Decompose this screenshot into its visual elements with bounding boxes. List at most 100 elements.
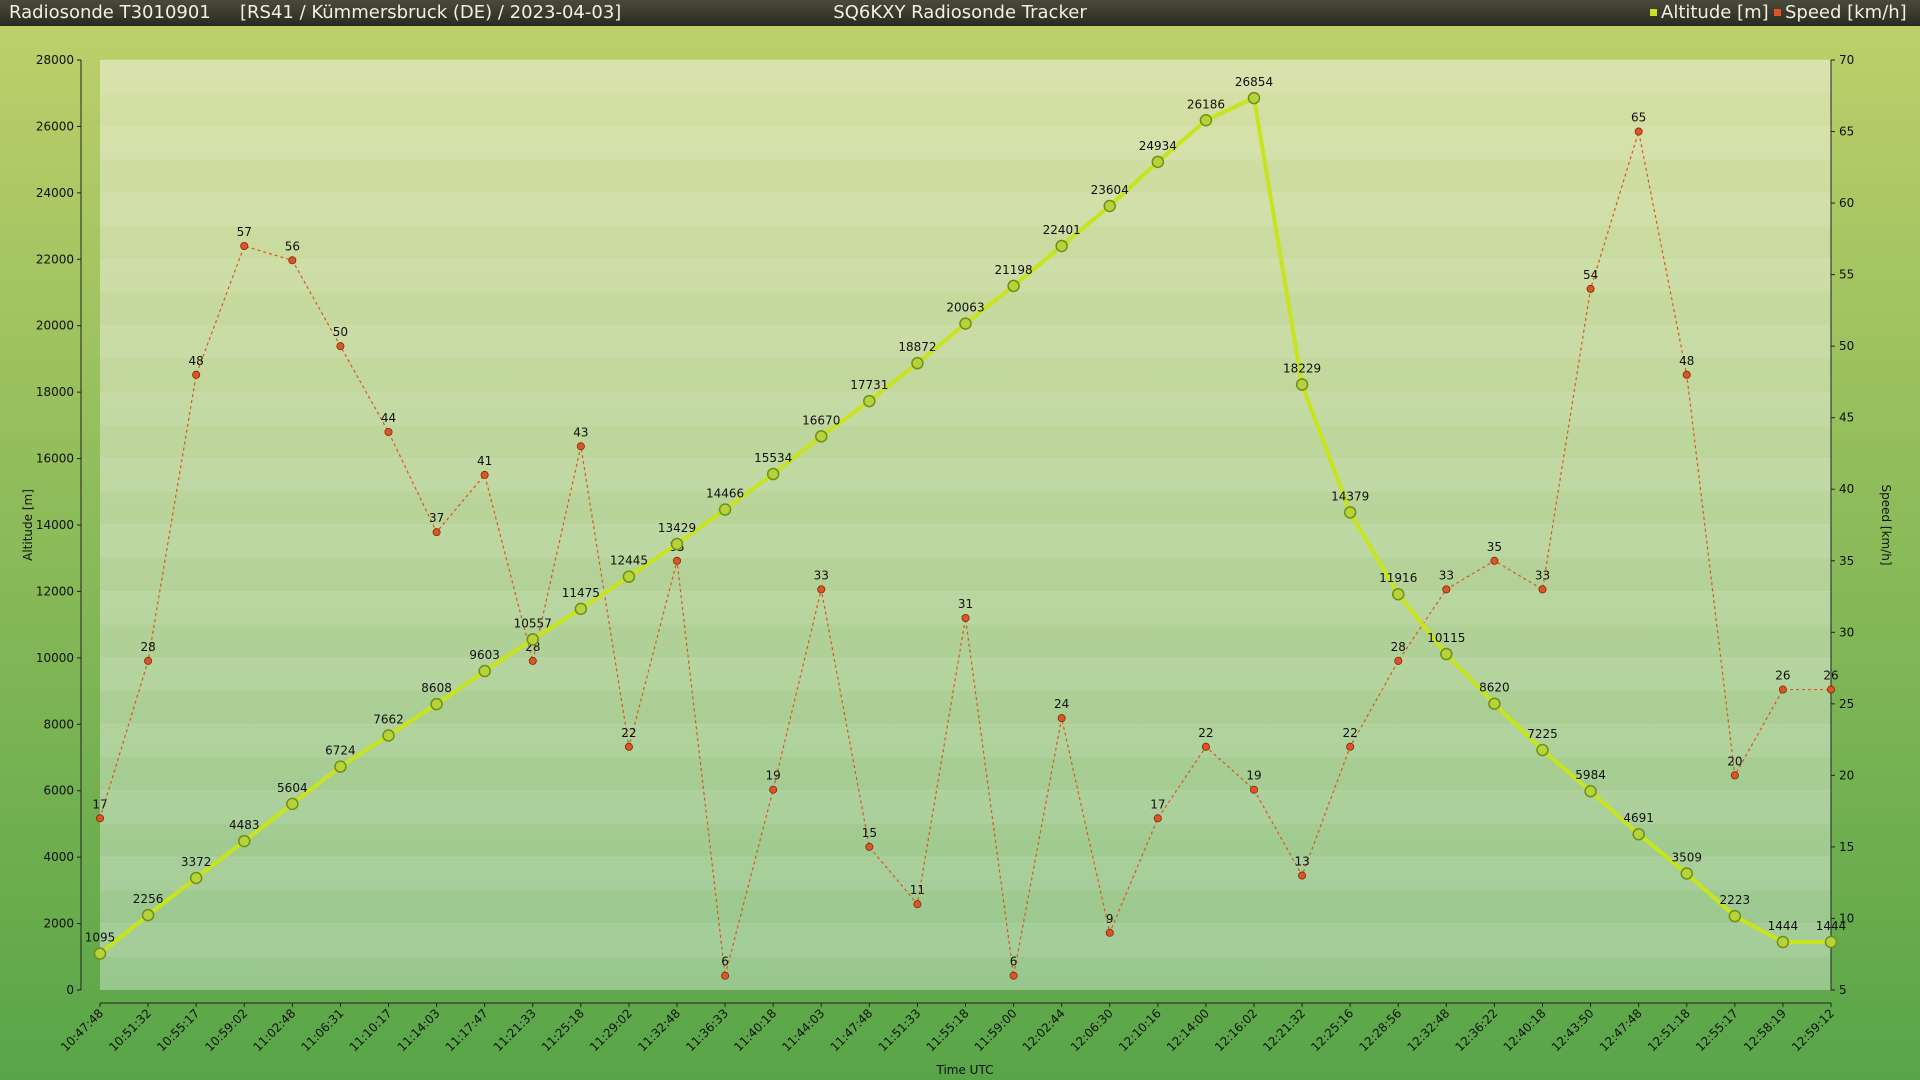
altitude-point — [718, 503, 732, 516]
sonde-id: Radiosonde T3010901 — [9, 2, 211, 23]
altitude-data-label: 11916 — [1379, 571, 1417, 585]
speed-point — [576, 442, 585, 451]
altitude-point — [526, 633, 539, 646]
speed-point — [480, 470, 489, 479]
altitude-point — [1440, 647, 1453, 661]
altitude-data-label: 12445 — [610, 554, 648, 568]
speed-data-label: 56 — [285, 239, 300, 253]
speed-point — [528, 656, 537, 665]
speed-point — [1490, 556, 1499, 565]
altitude-point — [622, 570, 636, 583]
altitude-point — [238, 834, 251, 848]
speed-data-label: 31 — [958, 597, 973, 611]
speed-point — [1538, 585, 1547, 594]
speed-data-label: 20 — [1727, 754, 1742, 768]
altitude-data-label: 4691 — [1623, 811, 1654, 825]
altitude-point — [1824, 935, 1838, 949]
altitude-point — [574, 602, 588, 616]
speed-data-label: 54 — [1583, 268, 1598, 282]
grid-band — [100, 857, 1831, 891]
altitude-series: 1095225633724483560467247662860896031055… — [85, 75, 1846, 960]
speed-data-label: 24 — [1054, 697, 1069, 711]
y-tick-label: 12000 — [36, 584, 74, 598]
altitude-data-label: 4483 — [229, 818, 260, 832]
grid-band — [100, 60, 1831, 94]
altitude-data-label: 9603 — [469, 648, 500, 662]
y-tick-label: 6000 — [43, 784, 74, 798]
y2-tick-label: 50 — [1839, 339, 1854, 353]
altitude-data-label: 17731 — [850, 378, 888, 392]
y-tick-label: 4000 — [43, 850, 74, 864]
altitude-point — [286, 797, 299, 811]
altitude-point — [1247, 91, 1261, 105]
grid-band — [100, 259, 1831, 293]
speed-data-label: 19 — [1246, 769, 1261, 783]
speed-legend-icon — [1774, 9, 1781, 16]
altitude-point — [1055, 239, 1068, 253]
y2-tick-label: 15 — [1839, 840, 1854, 854]
speed-data-label: 22 — [621, 726, 636, 740]
flight-info: [RS41 / Kümmersbruck (DE) / 2023-04-03] — [240, 2, 622, 23]
y2-axis-label: Speed [km/h] — [1879, 484, 1893, 565]
altitude-point — [1536, 743, 1549, 757]
speed-point — [1682, 370, 1691, 379]
altitude-point — [93, 947, 107, 960]
speed-data-label: 22 — [1343, 726, 1358, 740]
altitude-data-label: 5984 — [1575, 768, 1606, 782]
altitude-data-label: 3509 — [1671, 850, 1702, 864]
altitude-point — [911, 356, 924, 370]
speed-data-label: 6 — [1010, 955, 1018, 969]
altitude-data-label: 7662 — [373, 713, 404, 727]
legend-altitude-label: Altitude [m] — [1661, 2, 1769, 23]
speed-point — [1298, 871, 1307, 880]
altitude-data-label: 8620 — [1479, 681, 1510, 695]
altitude-data-label: 13429 — [658, 521, 696, 535]
y-tick-label: 2000 — [43, 917, 74, 931]
altitude-data-label: 26854 — [1235, 75, 1273, 89]
speed-data-label: 22 — [1198, 726, 1213, 740]
speed-data-label: 57 — [237, 225, 252, 239]
speed-data-label: 48 — [1679, 354, 1694, 368]
speed-data-label: 33 — [1535, 568, 1550, 582]
speed-data-label: 15 — [862, 826, 877, 840]
y-tick-label: 10000 — [36, 651, 74, 665]
speed-data-label: 6 — [721, 955, 729, 969]
speed-data-label: 44 — [381, 411, 396, 425]
altitude-point — [1632, 827, 1645, 841]
speed-data-label: 41 — [477, 454, 492, 468]
altitude-data-label: 18872 — [898, 340, 936, 354]
speed-data-label: 13 — [1294, 855, 1309, 869]
speed-data-label: 33 — [1439, 568, 1454, 582]
grid-band — [100, 525, 1831, 559]
speed-point — [1778, 685, 1787, 694]
altitude-legend-icon — [1650, 9, 1657, 16]
speed-point — [96, 814, 105, 823]
x-axis-label: Time UTC — [936, 1063, 994, 1077]
altitude-data-label: 10115 — [1427, 631, 1465, 645]
speed-data-label: 35 — [1487, 540, 1502, 554]
speed-point — [1442, 585, 1451, 594]
y2-tick-label: 65 — [1839, 125, 1854, 139]
altitude-point — [1392, 587, 1405, 601]
y2-tick-label: 60 — [1839, 196, 1854, 210]
y2-tick-label: 25 — [1839, 697, 1854, 711]
speed-point — [769, 785, 778, 794]
altitude-data-label: 24934 — [1139, 139, 1177, 153]
speed-point — [384, 427, 393, 436]
altitude-point — [1007, 279, 1020, 293]
speed-point — [1586, 284, 1595, 293]
grid-band — [100, 192, 1831, 227]
speed-point — [1250, 785, 1259, 794]
speed-data-label: 65 — [1631, 111, 1646, 125]
altitude-data-label: 16670 — [802, 413, 840, 427]
speed-point — [865, 842, 874, 851]
altitude-point — [382, 729, 395, 742]
altitude-point — [1776, 935, 1790, 949]
grid-band — [100, 126, 1831, 160]
speed-data-label: 50 — [333, 325, 348, 339]
speed-data-label: 28 — [1391, 640, 1406, 654]
y2-tick-label: 10 — [1839, 911, 1854, 925]
y-tick-label: 18000 — [36, 385, 74, 399]
altitude-data-label: 3372 — [181, 855, 212, 869]
altitude-data-label: 15534 — [754, 451, 792, 465]
